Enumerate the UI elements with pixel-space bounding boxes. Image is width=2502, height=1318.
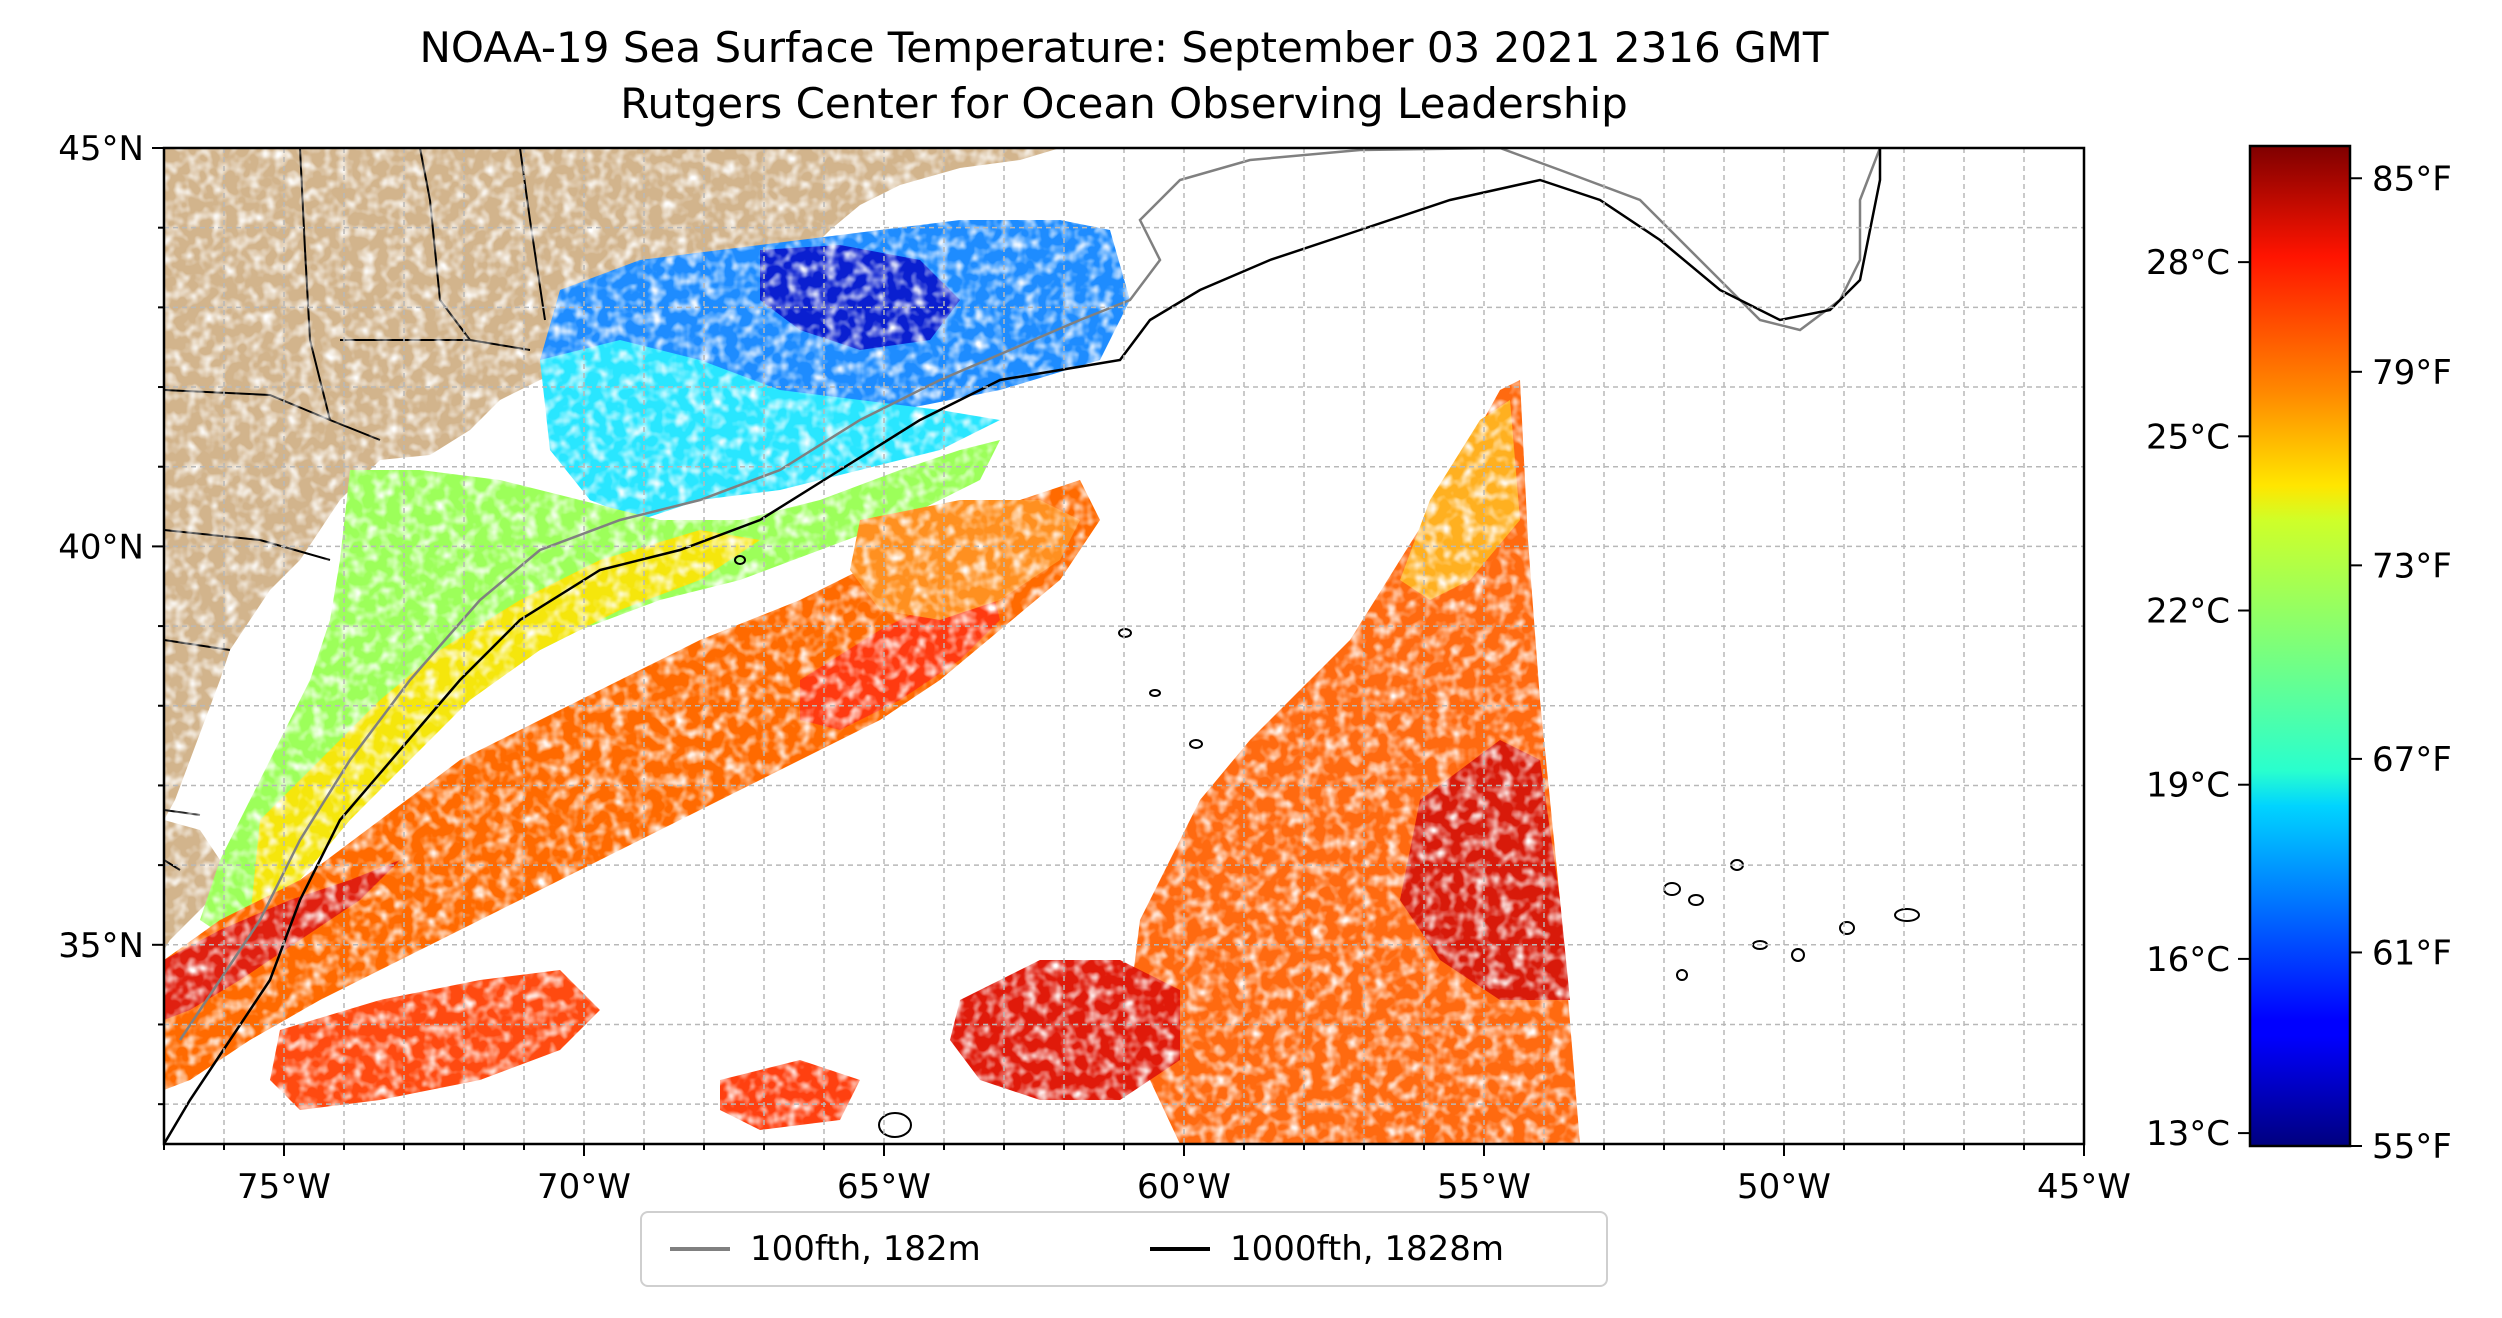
map-title: NOAA-19 Sea Surface Temperature: Septemb…	[419, 23, 1829, 72]
x-tick-label: 55°W	[1437, 1167, 1531, 1207]
y-tick-label: 35°N	[58, 926, 144, 966]
colorbar-c-label: 16°C	[2146, 940, 2230, 980]
isobath-1000fth	[164, 148, 1882, 1144]
colorbar-f-label: 79°F	[2372, 353, 2452, 393]
x-tick-label: 65°W	[837, 1167, 931, 1207]
colorbar-f-label: 73°F	[2372, 546, 2452, 586]
colorbar-c-label: 28°C	[2146, 243, 2230, 283]
colorbar: 85°F 79°F 73°F 67°F 61°F 55°F 28°C 25°C 22°C 19°C…	[2146, 144, 2452, 1167]
bathymetry-legend: 100fth, 182m 1000fth, 1828m	[640, 1211, 1608, 1287]
colorbar-f-label: 85°F	[2372, 159, 2452, 199]
map-subtitle: Rutgers Center for Ocean Observing Leade…	[620, 79, 1628, 128]
colorbar-c-label: 19°C	[2146, 766, 2230, 806]
colorbar-c-label: 22°C	[2146, 592, 2230, 632]
colorbar-gradient	[2248, 144, 2352, 1148]
legend-item-100fth: 100fth, 182m	[670, 1213, 981, 1285]
x-tick-label: 70°W	[537, 1167, 631, 1207]
x-tick-label: 45°W	[2037, 1167, 2131, 1207]
isobath-100fth	[178, 148, 1882, 1041]
y-tick-label: 45°N	[58, 129, 144, 169]
legend-swatch-1000fth	[1150, 1247, 1210, 1251]
colorbar-c-label: 25°C	[2146, 417, 2230, 457]
x-tick-label: 75°W	[237, 1167, 331, 1207]
island-outlines	[734, 555, 1920, 1138]
legend-item-1000fth: 1000fth, 1828m	[1150, 1213, 1504, 1285]
colorbar-c-label: 13°C	[2146, 1114, 2230, 1154]
x-tick-label: 60°W	[1137, 1167, 1231, 1207]
colorbar-f-label: 67°F	[2372, 740, 2452, 780]
legend-swatch-100fth	[670, 1247, 730, 1251]
colorbar-f-label: 61°F	[2372, 933, 2452, 973]
y-tick-label: 40°N	[58, 527, 144, 567]
colorbar-ticks: 85°F 79°F 73°F 67°F 61°F 55°F 28°C 25°C 22°C 19°C…	[2146, 159, 2452, 1167]
colorbar-f-label: 55°F	[2372, 1127, 2452, 1167]
legend-label-100fth: 100fth, 182m	[750, 1229, 981, 1269]
map-axes: 75°W 70°W 65°W 60°W 55°W 50°W 45°W 45°N 40°N 35°N	[58, 129, 2131, 1207]
grid-lines	[164, 148, 2084, 1144]
legend-label-1000fth: 1000fth, 1828m	[1230, 1229, 1505, 1269]
x-tick-label: 50°W	[1737, 1167, 1831, 1207]
